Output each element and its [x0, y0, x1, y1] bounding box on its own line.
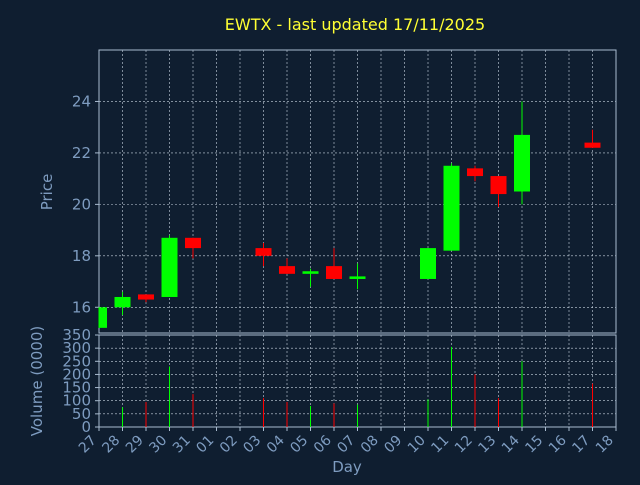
- candle-body: [255, 248, 272, 256]
- volume-bars: [122, 346, 593, 427]
- candles: [98, 101, 601, 328]
- candle-body: [349, 276, 366, 279]
- chart-title: EWTX - last updated 17/11/2025: [225, 15, 485, 34]
- volume-tick-label: 0: [81, 418, 91, 436]
- price-axis-label: Price: [38, 174, 56, 211]
- candle-body: [185, 237, 201, 249]
- volume-tick-label: 50: [72, 405, 91, 423]
- volume-tick-label: 100: [62, 392, 91, 410]
- volume-tick-label: 200: [62, 365, 91, 383]
- price-axis-ticks: 16 18 20 22 24: [72, 92, 99, 316]
- volume-axis-label: Volume (0000): [28, 326, 46, 436]
- price-tick-label: 18: [72, 247, 91, 265]
- price-tick-label: 20: [72, 195, 91, 213]
- candle-body: [138, 294, 154, 300]
- candle-body: [161, 237, 178, 297]
- candle-body: [114, 296, 131, 308]
- candle-body: [584, 142, 601, 148]
- candle-body: [99, 307, 107, 328]
- x-axis-label: Day: [332, 458, 362, 476]
- volume-tick-label: 300: [62, 339, 91, 357]
- candle-body: [302, 271, 319, 274]
- price-tick-label: 24: [72, 92, 91, 110]
- candle-body: [443, 165, 460, 251]
- candle-body: [514, 134, 530, 192]
- candle-body: [279, 266, 295, 274]
- volume-tick-label: 150: [62, 379, 91, 397]
- price-tick-label: 22: [72, 144, 91, 162]
- volume-tick-label: 250: [62, 352, 91, 370]
- candle-body: [490, 176, 507, 195]
- price-panel-frame: [98, 49, 617, 334]
- candle-body: [467, 168, 483, 177]
- candle-body: [326, 266, 342, 279]
- candle-body: [420, 248, 436, 279]
- volume-tick-label: 350: [62, 326, 91, 344]
- price-tick-label: 16: [72, 298, 91, 316]
